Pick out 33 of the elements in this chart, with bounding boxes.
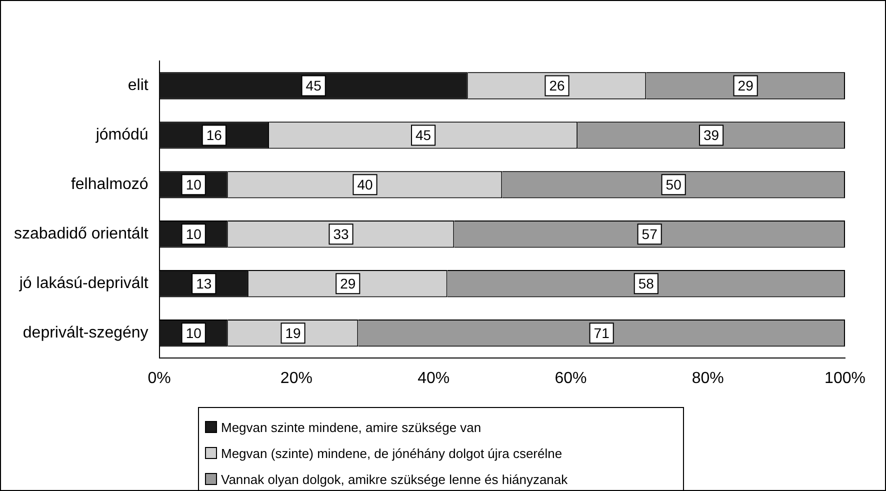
data-label: 10 (186, 226, 202, 242)
x-tick-label: 60% (554, 370, 587, 387)
data-label: 39 (704, 127, 720, 144)
data-label: 33 (333, 226, 350, 242)
data-label: 16 (206, 127, 222, 144)
data-label: 29 (340, 275, 356, 292)
data-label: 10 (186, 176, 202, 193)
y-tick-label: jó lakású-deprivált (18, 275, 149, 292)
y-tick-label: felhalmozó (70, 176, 148, 194)
legend-label: Megvan szinte mindene, amire szüksége van (221, 420, 482, 434)
data-label: 45 (306, 78, 322, 94)
legend-label: Vannak olyan dolgok, amikre szüksége lenne és hiányzanak (221, 472, 568, 486)
data-label: 45 (416, 127, 432, 144)
y-tick-label: szabadidő orientált (14, 226, 149, 243)
y-tick-label: deprivált-szegény (22, 324, 148, 342)
x-tick-label: 0% (148, 370, 171, 387)
data-label: 57 (642, 226, 658, 242)
data-label: 19 (285, 324, 302, 341)
data-label: 26 (549, 78, 566, 94)
data-label: 50 (666, 176, 682, 193)
data-label: 40 (357, 176, 374, 193)
data-label: 58 (638, 275, 654, 292)
x-tick-label: 40% (418, 370, 450, 387)
x-tick-label: 80% (692, 370, 724, 387)
y-tick-label: jómódú (94, 126, 148, 144)
x-tick-label: 100% (824, 370, 866, 387)
data-label: 29 (738, 78, 754, 94)
y-tick-label: elit (128, 77, 149, 94)
data-label: 10 (186, 324, 202, 341)
data-label: 13 (196, 275, 212, 292)
data-label: 71 (594, 324, 610, 341)
x-tick-label: 20% (280, 370, 312, 387)
legend-label: Megvan (szinte) mindene, de jónéhány dolgot újra cserélne (221, 446, 562, 460)
